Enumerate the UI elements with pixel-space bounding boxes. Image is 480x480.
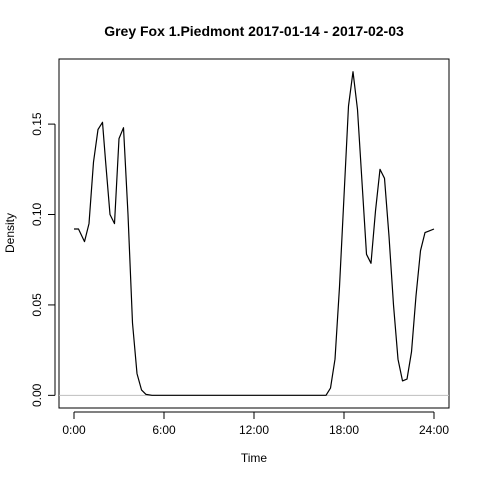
y-axis-label: Density — [3, 213, 17, 253]
y-tick-label: 0.15 — [30, 112, 44, 136]
y-tick-label: 0.10 — [30, 203, 44, 227]
x-tick-label: 6:00 — [152, 423, 176, 437]
x-tick-label: 24:00 — [419, 423, 449, 437]
x-axis-label: Time — [241, 451, 268, 465]
y-tick-label: 0.05 — [30, 293, 44, 317]
density-curve — [74, 71, 435, 396]
y-tick-label: 0.00 — [30, 383, 44, 407]
x-tick-label: 12:00 — [239, 423, 269, 437]
x-tick-label: 0:00 — [62, 423, 86, 437]
y-axis: 0.00 0.05 0.10 0.15 — [30, 112, 56, 407]
x-axis: 0:00 6:00 12:00 18:00 24:00 — [62, 411, 449, 437]
plot-frame — [58, 58, 450, 409]
chart-title: Grey Fox 1.Piedmont 2017-01-14 - 2017-02… — [104, 23, 404, 39]
x-tick-label: 18:00 — [329, 423, 359, 437]
